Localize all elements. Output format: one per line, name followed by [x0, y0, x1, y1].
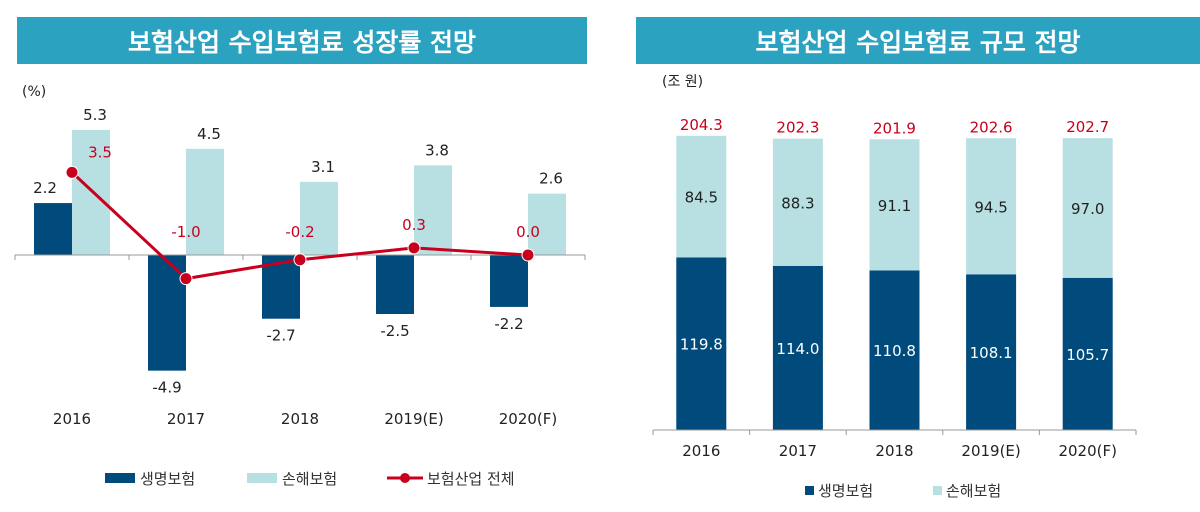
life-value-label: -2.5: [380, 322, 409, 340]
total-point: [521, 248, 535, 262]
nonlife-bar: [414, 165, 452, 255]
x-tick-label: 2018: [281, 410, 319, 428]
life-value-label: 2.2: [33, 179, 57, 197]
total-value-label: 202.6: [970, 118, 1013, 136]
nonlife-bar: [676, 135, 727, 258]
x-tick-label: 2019(E): [384, 410, 443, 428]
x-tick-label: 2018: [875, 442, 913, 460]
nonlife-value-label: 5.3: [83, 106, 107, 124]
life-bar: [34, 203, 72, 255]
total-point: [407, 241, 421, 255]
life-value-label: 105.7: [1066, 346, 1109, 364]
legend-total-marker: [400, 473, 410, 483]
nonlife-value-label: 4.5: [197, 125, 221, 143]
x-tick-label: 2017: [779, 442, 817, 460]
x-tick-label: 2020(F): [499, 410, 558, 428]
life-bar: [869, 270, 920, 430]
life-bar: [676, 257, 727, 430]
nonlife-value-label: 94.5: [974, 198, 1007, 216]
nonlife-bar: [869, 139, 920, 271]
nonlife-value-label: 3.1: [311, 158, 335, 176]
size-chart-title: 보험산업 수입보험료 규모 전망: [636, 17, 1200, 64]
x-tick-label: 2019(E): [961, 442, 1020, 460]
life-bar: [376, 255, 414, 314]
life-value-label: 108.1: [970, 344, 1013, 362]
total-value-label: -0.2: [285, 223, 314, 241]
nonlife-bar: [966, 138, 1017, 275]
x-tick-label: 2020(F): [1058, 442, 1117, 460]
life-bar: [1062, 277, 1113, 430]
nonlife-value-label: 97.0: [1071, 200, 1104, 218]
total-value-label: -1.0: [171, 223, 200, 241]
nonlife-value-label: 88.3: [781, 194, 814, 212]
growth-chart-title: 보험산업 수입보험료 성장률 전망: [17, 17, 587, 64]
total-value-label: 202.3: [776, 119, 819, 137]
legend-total-label: 보험산업 전체: [427, 470, 515, 488]
life-value-label: -4.9: [152, 379, 181, 397]
legend-nonlife-swatch: [933, 486, 942, 495]
legend-nonlife-swatch: [247, 473, 277, 483]
life-value-label: 114.0: [776, 340, 819, 358]
total-value-label: 202.7: [1066, 118, 1109, 136]
nonlife-value-label: 84.5: [685, 189, 718, 207]
nonlife-bar: [300, 181, 338, 255]
life-bar: [490, 255, 528, 307]
life-value-label: 110.8: [873, 342, 916, 360]
total-value-label: 204.3: [680, 116, 723, 134]
legend-nonlife-label: 손해보험: [282, 470, 337, 488]
life-bar: [772, 265, 823, 430]
nonlife-bar: [772, 138, 823, 266]
legend-life-label: 생명보험: [818, 482, 873, 500]
legend-life-swatch: [805, 486, 814, 495]
nonlife-bar: [186, 148, 224, 255]
legend-life-swatch: [105, 473, 135, 483]
life-value-label: -2.7: [266, 327, 295, 345]
legend-nonlife-label: 손해보험: [946, 482, 1001, 500]
nonlife-value-label: 91.1: [878, 197, 911, 215]
x-tick-label: 2016: [53, 410, 91, 428]
nonlife-bar: [72, 129, 110, 255]
total-value-label: 0.0: [516, 223, 540, 241]
nonlife-bar: [1062, 138, 1113, 278]
nonlife-value-label: 3.8: [425, 141, 449, 159]
y-unit-label: (조 원): [662, 74, 703, 90]
total-value-label: 3.5: [88, 143, 112, 161]
total-value-label: 0.3: [402, 216, 426, 234]
total-value-label: 201.9: [873, 119, 916, 137]
life-value-label: 119.8: [680, 336, 723, 354]
life-value-label: -2.2: [494, 315, 523, 333]
total-point: [179, 272, 193, 286]
nonlife-value-label: 2.6: [539, 170, 563, 188]
legend-life-label: 생명보험: [140, 470, 195, 488]
y-unit-label: (%): [22, 84, 46, 100]
life-bar: [966, 274, 1017, 430]
x-tick-label: 2016: [682, 442, 720, 460]
growth-chart: (%) 2.2 5.3 2016 -4.9 4.5 2017 -2.7 3.1 2018 -2.5 3…: [14, 84, 586, 488]
total-point: [293, 253, 307, 267]
nonlife-bar: [528, 193, 566, 255]
total-point: [65, 165, 79, 179]
x-tick-label: 2017: [167, 410, 205, 428]
